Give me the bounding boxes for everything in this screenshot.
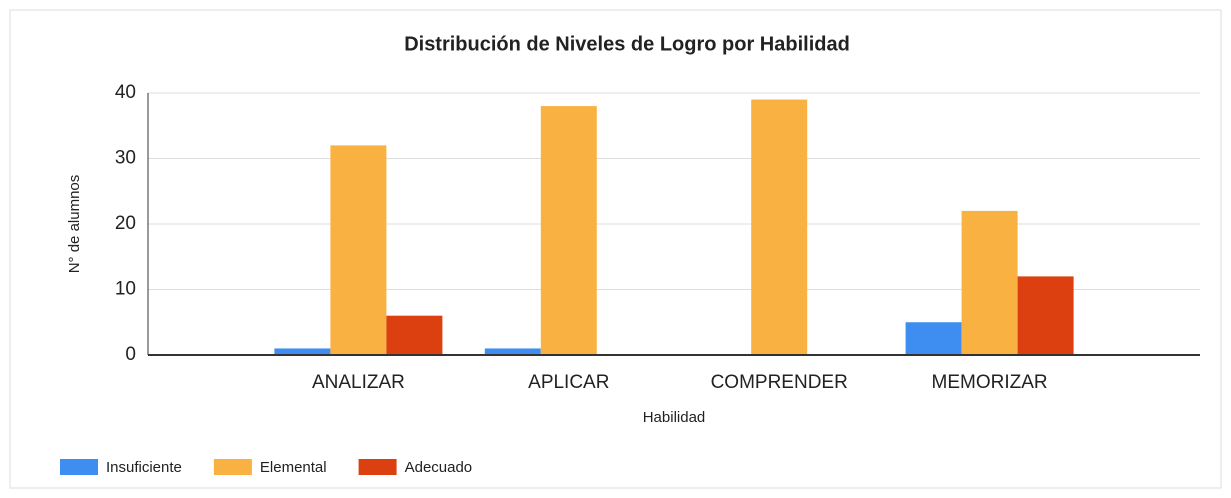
legend-label: Insuficiente (106, 459, 182, 476)
legend-swatch (358, 459, 397, 475)
bar (330, 145, 387, 355)
y-tick-label: 40 (115, 82, 136, 103)
bar (1017, 276, 1074, 355)
y-tick-label: 20 (115, 213, 136, 234)
legend-swatch (213, 459, 252, 475)
legend-label: Elemental (260, 459, 327, 476)
x-tick-label: APLICAR (528, 372, 609, 393)
x-tick-label: COMPRENDER (711, 372, 848, 393)
y-tick-label: 10 (115, 279, 136, 300)
x-tick-label: MEMORIZAR (932, 372, 1048, 393)
y-tick-label: 30 (115, 148, 136, 169)
x-axis-label: Habilidad (643, 409, 706, 426)
legend-swatch (60, 459, 98, 475)
chart-title: Distribución de Niveles de Logro por Hab… (404, 33, 850, 55)
y-tick-label: 0 (125, 344, 136, 365)
legend-label: Adecuado (405, 459, 473, 476)
bar (905, 322, 962, 355)
y-axis-label: N° de alumnos (66, 175, 83, 274)
bar (484, 348, 541, 355)
x-tick-label: ANALIZAR (312, 372, 405, 393)
chart-frame (9, 9, 1222, 489)
bar (386, 315, 443, 355)
bar (751, 99, 808, 355)
bar (274, 348, 331, 355)
bar (540, 106, 597, 355)
bar (961, 210, 1018, 355)
